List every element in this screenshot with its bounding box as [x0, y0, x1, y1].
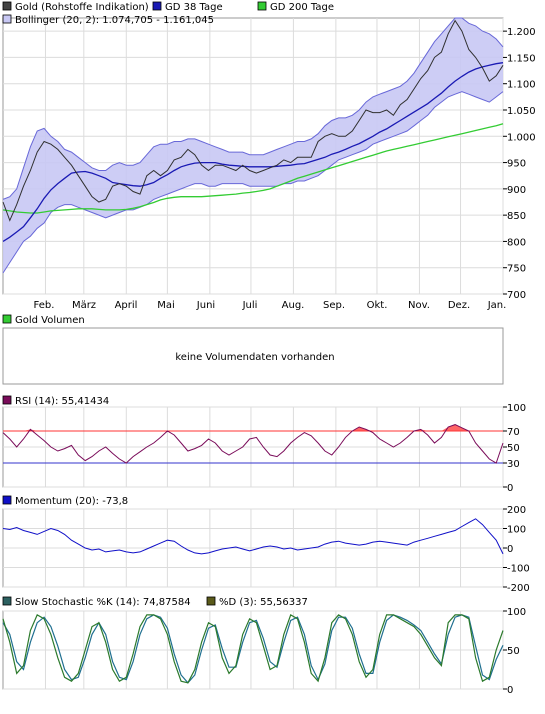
- legend-item: Slow Stochastic %K (14): 74,87584: [2, 596, 191, 608]
- month-label: Sep.: [323, 300, 345, 311]
- month-label: Nov.: [408, 300, 430, 311]
- y-tick-label: 700: [507, 290, 526, 301]
- y-tick-label: 1.150: [507, 53, 536, 64]
- stoch-d-line: [2, 614, 504, 684]
- bollinger-upper-line: [2, 17, 504, 200]
- legend-item: Bollinger (20, 2): 1.074,705 - 1.161,045: [2, 14, 214, 26]
- month-label: Mai: [157, 300, 175, 311]
- legend-label: Bollinger (20, 2): 1.074,705 - 1.161,045: [15, 15, 214, 26]
- month-label: April: [115, 300, 138, 311]
- y-tick-label: 1.200: [507, 27, 536, 38]
- legend-swatch: [2, 314, 12, 324]
- legend-swatch: [2, 596, 12, 606]
- y-tick-label: -200: [507, 583, 530, 594]
- y-tick-label: 100: [507, 525, 526, 536]
- bollinger-lower-line: [2, 91, 504, 274]
- legend-swatch: [2, 1, 12, 11]
- legend-label: RSI (14): 55,41434: [15, 396, 109, 407]
- y-tick-label: 950: [507, 159, 526, 170]
- legend-swatch: [152, 1, 162, 11]
- legend-swatch: [257, 1, 267, 11]
- y-tick-label: 100: [507, 607, 526, 618]
- y-tick-label: 750: [507, 264, 526, 275]
- rsi-overbought-area: [3, 424, 503, 431]
- y-tick-label: 100: [507, 403, 526, 414]
- legend-item: Gold Volumen: [2, 314, 85, 326]
- legend-item: Momentum (20): -73,8: [2, 495, 128, 507]
- stoch-k-line: [2, 614, 504, 684]
- gold-price-line: [2, 19, 504, 222]
- y-tick-label: 850: [507, 211, 526, 222]
- legend-item: GD 38 Tage: [152, 1, 223, 13]
- legend-label: %D (3): 55,56337: [219, 597, 308, 608]
- legend-item: %D (3): 55,56337: [206, 596, 308, 608]
- y-tick-label: 900: [507, 185, 526, 196]
- month-label: Juli: [242, 300, 258, 311]
- panels: 7007508008509009501.0001.0501.1001.1501.…: [2, 1, 536, 696]
- y-tick-label: 50: [507, 646, 520, 657]
- y-tick-label: 800: [507, 237, 526, 248]
- month-label: Okt.: [367, 300, 388, 311]
- y-tick-label: -100: [507, 564, 530, 575]
- y-tick-label: 0: [507, 483, 513, 494]
- y-tick-label: 70: [507, 427, 520, 438]
- volume-empty-message: keine Volumendaten vorhanden: [175, 352, 334, 363]
- legend-label: Gold (Rohstoffe Indikation): [15, 2, 149, 13]
- ma38-line: [2, 62, 504, 242]
- volume-panel: [2, 327, 504, 385]
- legend-swatch: [206, 596, 216, 606]
- y-tick-label: 200: [507, 505, 526, 516]
- y-tick-label: 1.000: [507, 132, 536, 143]
- legend-label: GD 200 Tage: [270, 2, 334, 13]
- legend-swatch: [2, 495, 12, 505]
- legend-label: Gold Volumen: [15, 315, 85, 326]
- y-tick-label: 30: [507, 459, 520, 470]
- y-tick-label: 50: [507, 443, 520, 454]
- month-label: Dez.: [448, 300, 470, 311]
- month-label: Aug.: [282, 300, 305, 311]
- legend-label: Momentum (20): -73,8: [15, 496, 128, 507]
- month-label: März: [72, 300, 96, 311]
- y-tick-label: 1.100: [507, 80, 536, 91]
- momentum-line: [2, 518, 504, 555]
- rsi-line: [2, 424, 504, 464]
- legend-swatch: [2, 14, 12, 24]
- legend-label: Slow Stochastic %K (14): 74,87584: [15, 597, 191, 608]
- month-label: Jan.: [487, 300, 507, 311]
- overlay: keine Volumendaten vorhanden: [175, 352, 334, 363]
- ma200-line: [2, 123, 504, 214]
- month-label: Juni: [196, 300, 215, 311]
- month-label: Feb.: [34, 300, 55, 311]
- legend-item: GD 200 Tage: [257, 1, 334, 13]
- y-tick-label: 1.050: [507, 106, 536, 117]
- legend-label: GD 38 Tage: [165, 2, 223, 13]
- y-tick-label: 0: [507, 685, 513, 696]
- legend-item: RSI (14): 55,41434: [2, 395, 109, 407]
- legend-item: Gold (Rohstoffe Indikation): [2, 1, 149, 13]
- y-tick-label: 0: [507, 544, 513, 555]
- legend-swatch: [2, 395, 12, 405]
